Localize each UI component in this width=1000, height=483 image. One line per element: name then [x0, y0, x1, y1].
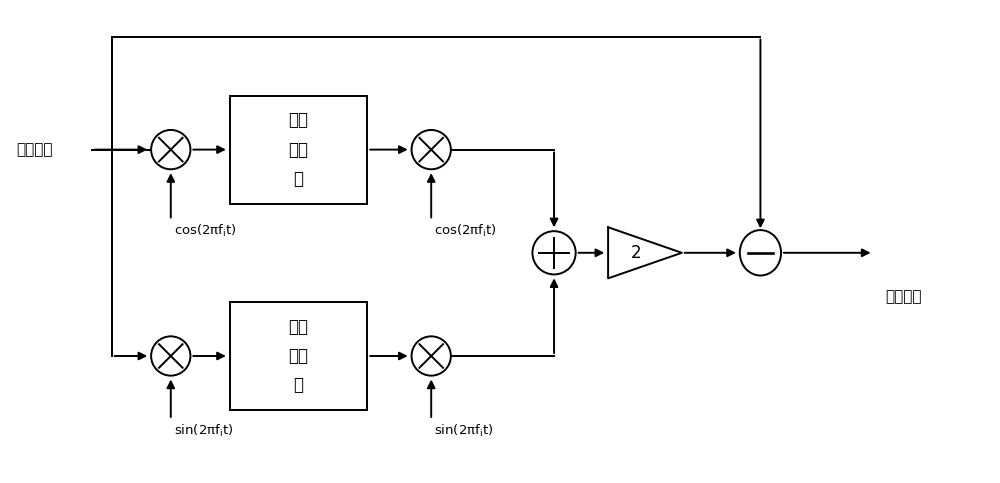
Circle shape [532, 231, 576, 274]
Ellipse shape [740, 230, 781, 275]
Circle shape [412, 130, 451, 169]
Text: $\rm sin(2\pi f_i t)$: $\rm sin(2\pi f_i t)$ [174, 423, 233, 439]
Text: $\rm sin(2\pi f_i t)$: $\rm sin(2\pi f_i t)$ [434, 423, 494, 439]
Circle shape [151, 336, 190, 376]
Text: 输出信号: 输出信号 [885, 289, 922, 304]
Bar [230, 302, 367, 410]
Polygon shape [608, 227, 682, 278]
Text: 输入信号: 输入信号 [16, 142, 53, 157]
Text: 低通
滤波
器: 低通 滤波 器 [289, 318, 309, 394]
Text: 低通
滤波
器: 低通 滤波 器 [289, 112, 309, 188]
Circle shape [412, 336, 451, 376]
Text: $\rm cos(2\pi f_i t)$: $\rm cos(2\pi f_i t)$ [174, 223, 237, 240]
Circle shape [151, 130, 190, 169]
Bar [230, 96, 367, 204]
Text: 2: 2 [631, 244, 641, 262]
Text: $\rm cos(2\pi f_i t)$: $\rm cos(2\pi f_i t)$ [434, 223, 497, 240]
